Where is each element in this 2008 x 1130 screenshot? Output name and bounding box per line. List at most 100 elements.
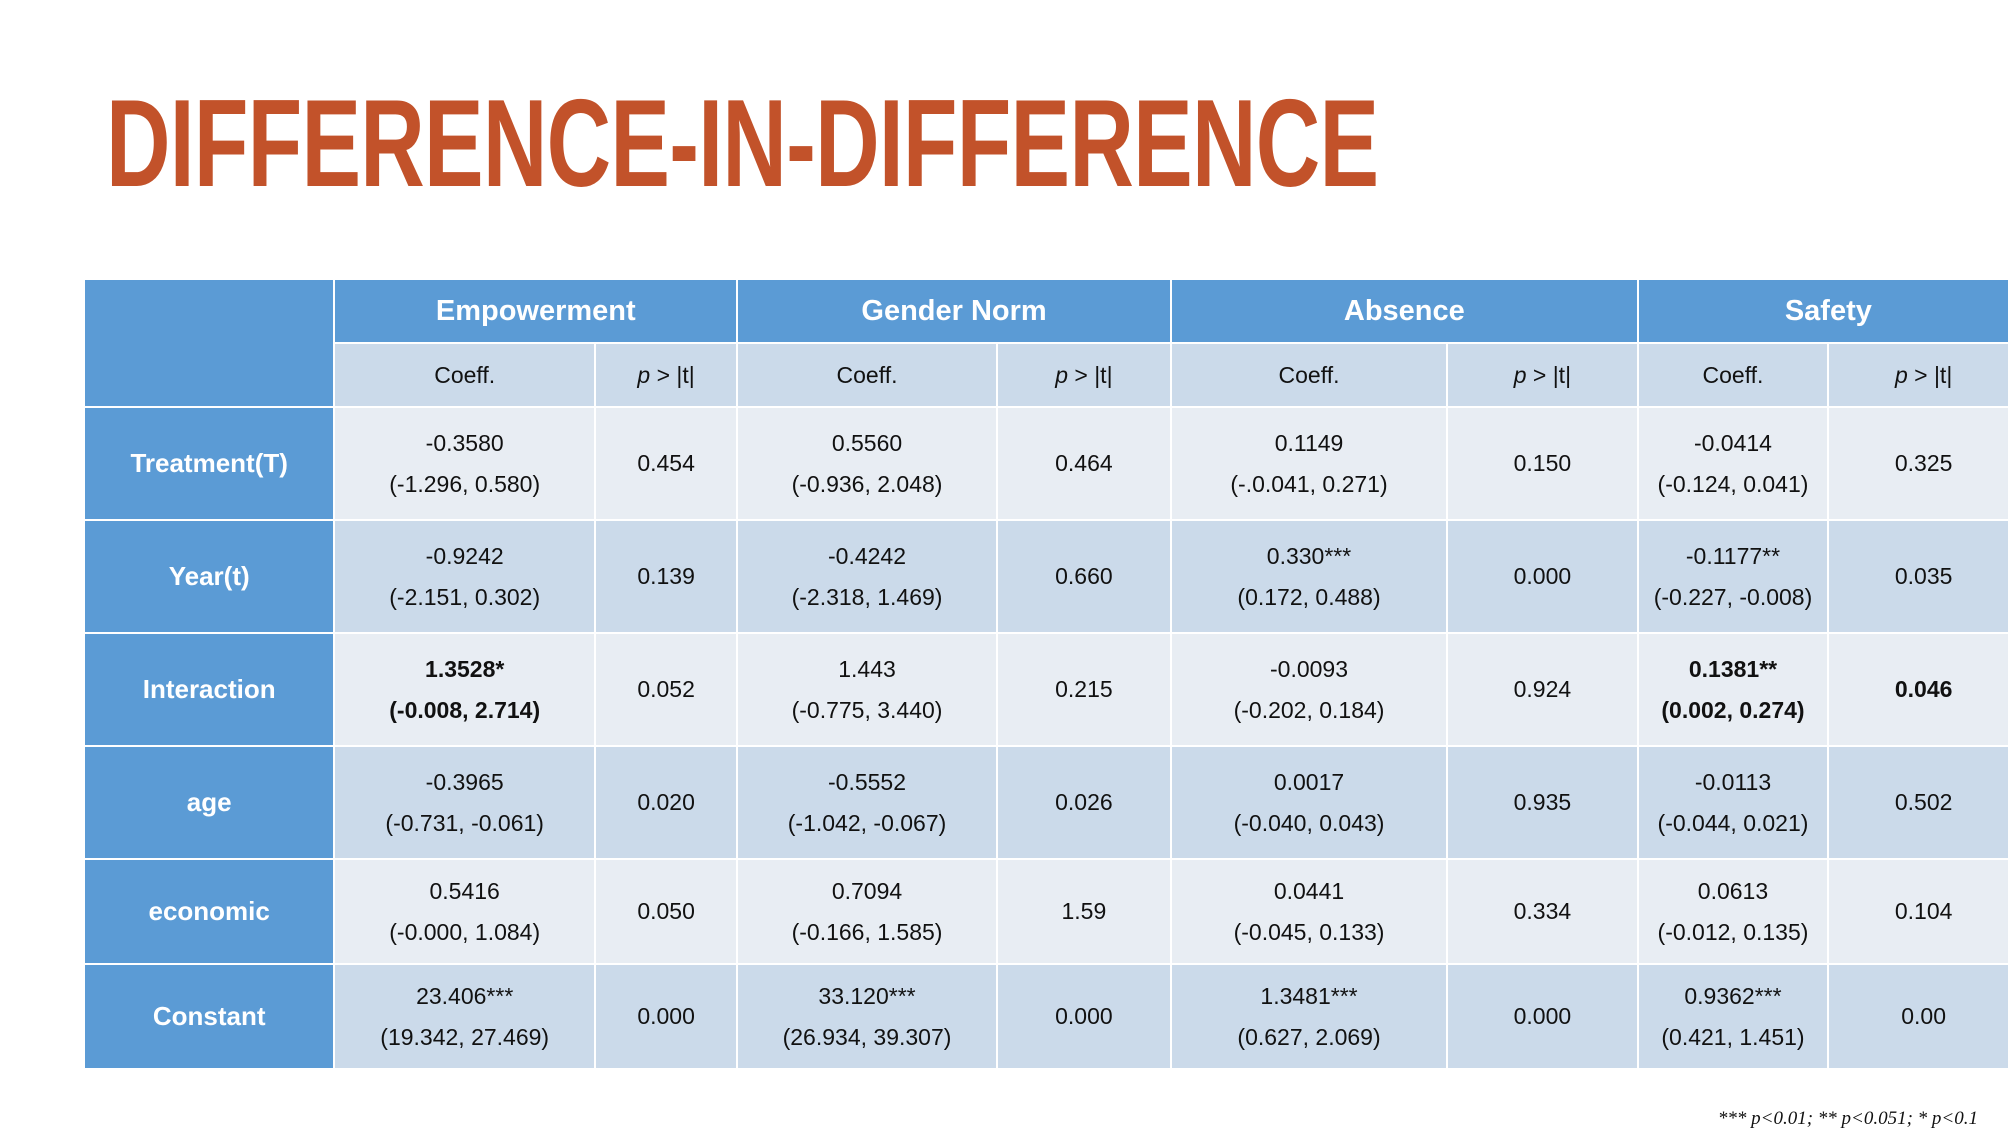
coefficient-value: 1.3528* — [425, 655, 505, 682]
confidence-interval: (-0.731, -0.061) — [385, 809, 544, 836]
coefficient-value: 0.330*** — [1266, 542, 1352, 569]
confidence-interval: (0.002, 0.274) — [1661, 696, 1805, 723]
coeff-cell: -0.5552 (-1.042, -0.067) — [736, 745, 998, 860]
coeff-cell: 0.9362*** (0.421, 1.451) — [1636, 963, 1830, 1070]
coefficient-value: 0.0017 — [1273, 768, 1345, 795]
coefficient-value: -0.5552 — [828, 768, 907, 795]
confidence-interval: (19.342, 27.469) — [380, 1023, 550, 1050]
pvalue-cell: 0.050 — [594, 858, 739, 965]
significance-footnote: *** p<0.01; ** p<0.051; * p<0.1 — [1717, 1108, 1978, 1129]
confidence-interval: (-0.044, 0.021) — [1657, 809, 1809, 836]
coeff-header: Coeff. — [1636, 342, 1830, 408]
confidence-interval: (0.172, 0.488) — [1237, 583, 1381, 610]
coefficient-value: -0.4242 — [828, 542, 907, 569]
pvalue-cell: 0.00 — [1827, 963, 2008, 1070]
row-label: Year(t) — [82, 519, 336, 634]
coefficient-value: 23.406*** — [416, 982, 514, 1009]
group-header: Safety — [1636, 278, 2008, 344]
confidence-interval: (-.0.041, 0.271) — [1230, 470, 1388, 497]
coeff-cell: -0.4242 (-2.318, 1.469) — [736, 519, 998, 634]
coefficient-value: -0.1177** — [1685, 542, 1781, 569]
pvalue-cell: 0.660 — [995, 519, 1172, 634]
coeff-cell: -0.3965 (-0.731, -0.061) — [333, 745, 597, 860]
confidence-interval: (-2.318, 1.469) — [791, 583, 943, 610]
pvalue-cell: 1.59 — [995, 858, 1172, 965]
coeff-cell: -0.3580 (-1.296, 0.580) — [333, 406, 597, 521]
pvalue-cell: 0.046 — [1827, 632, 2008, 747]
pvalue-cell: 0.052 — [594, 632, 739, 747]
pvalue-cell: 0.334 — [1446, 858, 1639, 965]
coeff-cell: -0.0093 (-0.202, 0.184) — [1169, 632, 1449, 747]
coefficient-value: -0.3965 — [425, 768, 504, 795]
group-header: Empowerment — [333, 278, 739, 344]
table-row: economic 0.5416 (-0.000, 1.084) 0.050 0.7094… — [82, 858, 2008, 965]
coeff-header: Coeff. — [1169, 342, 1449, 408]
pvalue-cell: 0.139 — [594, 519, 739, 634]
confidence-interval: (-0.202, 0.184) — [1233, 696, 1385, 723]
table-row: Interaction 1.3528* (-0.008, 2.714) 0.052 1.… — [82, 632, 2008, 747]
coefficient-value: 1.443 — [838, 655, 896, 682]
coeff-header: Coeff. — [736, 342, 998, 408]
confidence-interval: (-0.008, 2.714) — [389, 696, 541, 723]
pvalue-cell: 0.000 — [1446, 519, 1639, 634]
coeff-cell: -0.0414 (-0.124, 0.041) — [1636, 406, 1830, 521]
coefficient-value: -0.0414 — [1693, 429, 1772, 456]
coefficient-value: 0.0613 — [1697, 877, 1769, 904]
pvalue-cell: 0.000 — [594, 963, 739, 1070]
confidence-interval: (0.627, 2.069) — [1237, 1023, 1381, 1050]
pvalue-header: p > |t| — [995, 342, 1172, 408]
group-header: Gender Norm — [736, 278, 1172, 344]
confidence-interval: (-2.151, 0.302) — [389, 583, 541, 610]
coeff-cell: 0.5560 (-0.936, 2.048) — [736, 406, 998, 521]
slide-title: Difference-in-Difference — [106, 75, 1379, 213]
pvalue-cell: 0.935 — [1446, 745, 1639, 860]
did-table: Empowerment Gender Norm Absence Safety C… — [82, 278, 2008, 1070]
confidence-interval: (-0.012, 0.135) — [1657, 918, 1809, 945]
confidence-interval: (-0.124, 0.041) — [1657, 470, 1809, 497]
pvalue-cell: 0.104 — [1827, 858, 2008, 965]
confidence-interval: (-0.000, 1.084) — [389, 918, 541, 945]
coefficient-value: 0.0441 — [1273, 877, 1345, 904]
confidence-interval: (-0.775, 3.440) — [791, 696, 943, 723]
pvalue-header: p > |t| — [1827, 342, 2008, 408]
table-row: Constant 23.406*** (19.342, 27.469) 0.000 33… — [82, 963, 2008, 1070]
coeff-cell: -0.1177** (-0.227, -0.008) — [1636, 519, 1830, 634]
coeff-cell: 0.1381** (0.002, 0.274) — [1636, 632, 1830, 747]
confidence-interval: (-0.227, -0.008) — [1653, 583, 1813, 610]
pvalue-cell: 0.464 — [995, 406, 1172, 521]
coeff-cell: 0.7094 (-0.166, 1.585) — [736, 858, 998, 965]
coefficient-value: 0.5416 — [429, 877, 500, 904]
confidence-interval: (26.934, 39.307) — [782, 1023, 952, 1050]
coeff-cell: 33.120*** (26.934, 39.307) — [736, 963, 998, 1070]
row-label: economic — [82, 858, 336, 965]
coefficient-value: 33.120*** — [818, 982, 916, 1009]
row-label: age — [82, 745, 336, 860]
pvalue-cell: 0.000 — [1446, 963, 1639, 1070]
coefficient-value: -0.3580 — [425, 429, 504, 456]
coeff-cell: 0.1149 (-.0.041, 0.271) — [1169, 406, 1449, 521]
coeff-cell: 1.443 (-0.775, 3.440) — [736, 632, 998, 747]
coeff-cell: 23.406*** (19.342, 27.469) — [333, 963, 597, 1070]
coeff-header: Coeff. — [333, 342, 597, 408]
coeff-cell: -0.0113 (-0.044, 0.021) — [1636, 745, 1830, 860]
pvalue-cell: 0.150 — [1446, 406, 1639, 521]
confidence-interval: (-1.042, -0.067) — [787, 809, 947, 836]
confidence-interval: (-0.045, 0.133) — [1233, 918, 1385, 945]
confidence-interval: (-1.296, 0.580) — [389, 470, 541, 497]
coefficient-value: -0.0093 — [1270, 655, 1349, 682]
coefficient-value: 0.1381** — [1688, 655, 1778, 682]
confidence-interval: (-0.936, 2.048) — [791, 470, 943, 497]
coefficient-value: 0.7094 — [831, 877, 903, 904]
coefficient-value: 1.3481*** — [1260, 982, 1358, 1009]
row-label: Interaction — [82, 632, 336, 747]
table-row: Year(t) -0.9242 (-2.151, 0.302) 0.139 -0.424… — [82, 519, 2008, 634]
confidence-interval: (-0.040, 0.043) — [1233, 809, 1385, 836]
pvalue-header: p > |t| — [1446, 342, 1639, 408]
coeff-cell: 0.0613 (-0.012, 0.135) — [1636, 858, 1830, 965]
pvalue-cell: 0.325 — [1827, 406, 2008, 521]
coefficient-value: -0.0113 — [1694, 768, 1772, 795]
pvalue-cell: 0.502 — [1827, 745, 2008, 860]
pvalue-cell: 0.454 — [594, 406, 739, 521]
pvalue-cell: 0.924 — [1446, 632, 1639, 747]
table-row: age -0.3965 (-0.731, -0.061) 0.020 -0.5552 (-… — [82, 745, 2008, 860]
